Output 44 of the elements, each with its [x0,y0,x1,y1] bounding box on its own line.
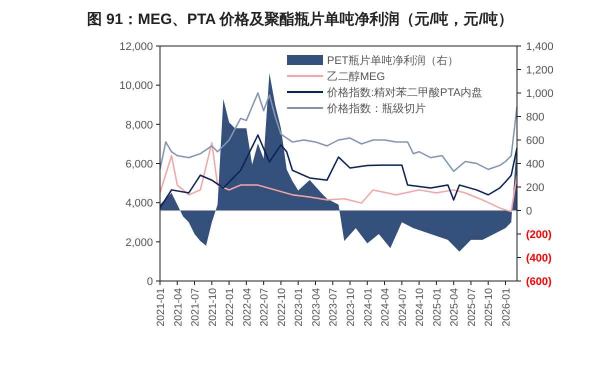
y2-tick-label: 1,000 [526,88,554,100]
x-tick-label: 2021-01 [155,288,167,327]
x-tick-label: 2022-07 [258,288,271,327]
x-tick-label: 2022-04 [241,288,254,327]
x-tick-label: 2024-07 [396,288,409,327]
x-tick-label: 2025-10 [483,288,496,327]
legend-label: PET瓶片单吨净利润（右） [327,54,458,67]
y-tick-label: 6,000 [125,158,153,170]
y-tick-label: 2,000 [125,236,153,249]
x-tick-label: 2023-01 [293,288,306,327]
y2-tick-label: 0 [526,206,532,218]
y2-tick-label: 800 [526,112,544,124]
x-tick-label: 2021-07 [190,288,202,327]
y2-tick-label: 400 [526,158,544,170]
x-tick-label: 2024-01 [362,288,374,327]
y2-tick-label: 600 [526,135,544,147]
legend-label: 价格指数:精对苯二甲酸PTA内盘 [326,86,483,99]
legend-label: 乙二醇MEG [327,70,386,83]
y2-tick-label: (400) [526,252,552,264]
y2-tick-label: (200) [526,229,552,241]
x-tick-label: 2025-01 [431,288,444,327]
y-tick-label: 12,000 [119,41,153,53]
y2-tick-label: 1,200 [526,64,554,76]
y-tick-label: 0 [146,276,153,288]
x-tick-label: 2025-04 [448,288,461,327]
x-tick-label: 2026-01 [500,288,512,327]
x-tick-label: 2024-10 [414,288,426,327]
x-tick-label: 2022-01 [224,288,236,327]
chart-title: 图 91：MEG、PTA 价格及聚酯瓶片单吨净利润（元/吨，元/吨） [87,10,513,28]
legend-label: 价格指数：瓶级切片 [326,102,426,115]
y2-tick-label: 1,400 [526,41,554,53]
x-tick-label: 2024-04 [380,288,392,327]
x-tick-label: 2021-04 [172,288,184,327]
y2-tick-label: 200 [526,182,544,194]
y-tick-label: 4,000 [125,198,153,210]
x-tick-label: 2025-07 [466,288,478,327]
x-tick-label: 2023-10 [345,288,358,327]
x-tick-label: 2023-04 [310,288,322,327]
y-tick-label: 10,000 [119,80,153,92]
y2-tick-label: (600) [526,276,552,288]
y-tick-label: 8,000 [125,119,153,132]
x-tick-label: 2022-10 [276,288,288,327]
x-tick-label: 2023-07 [328,288,340,327]
x-tick-label: 2021-10 [206,288,219,327]
